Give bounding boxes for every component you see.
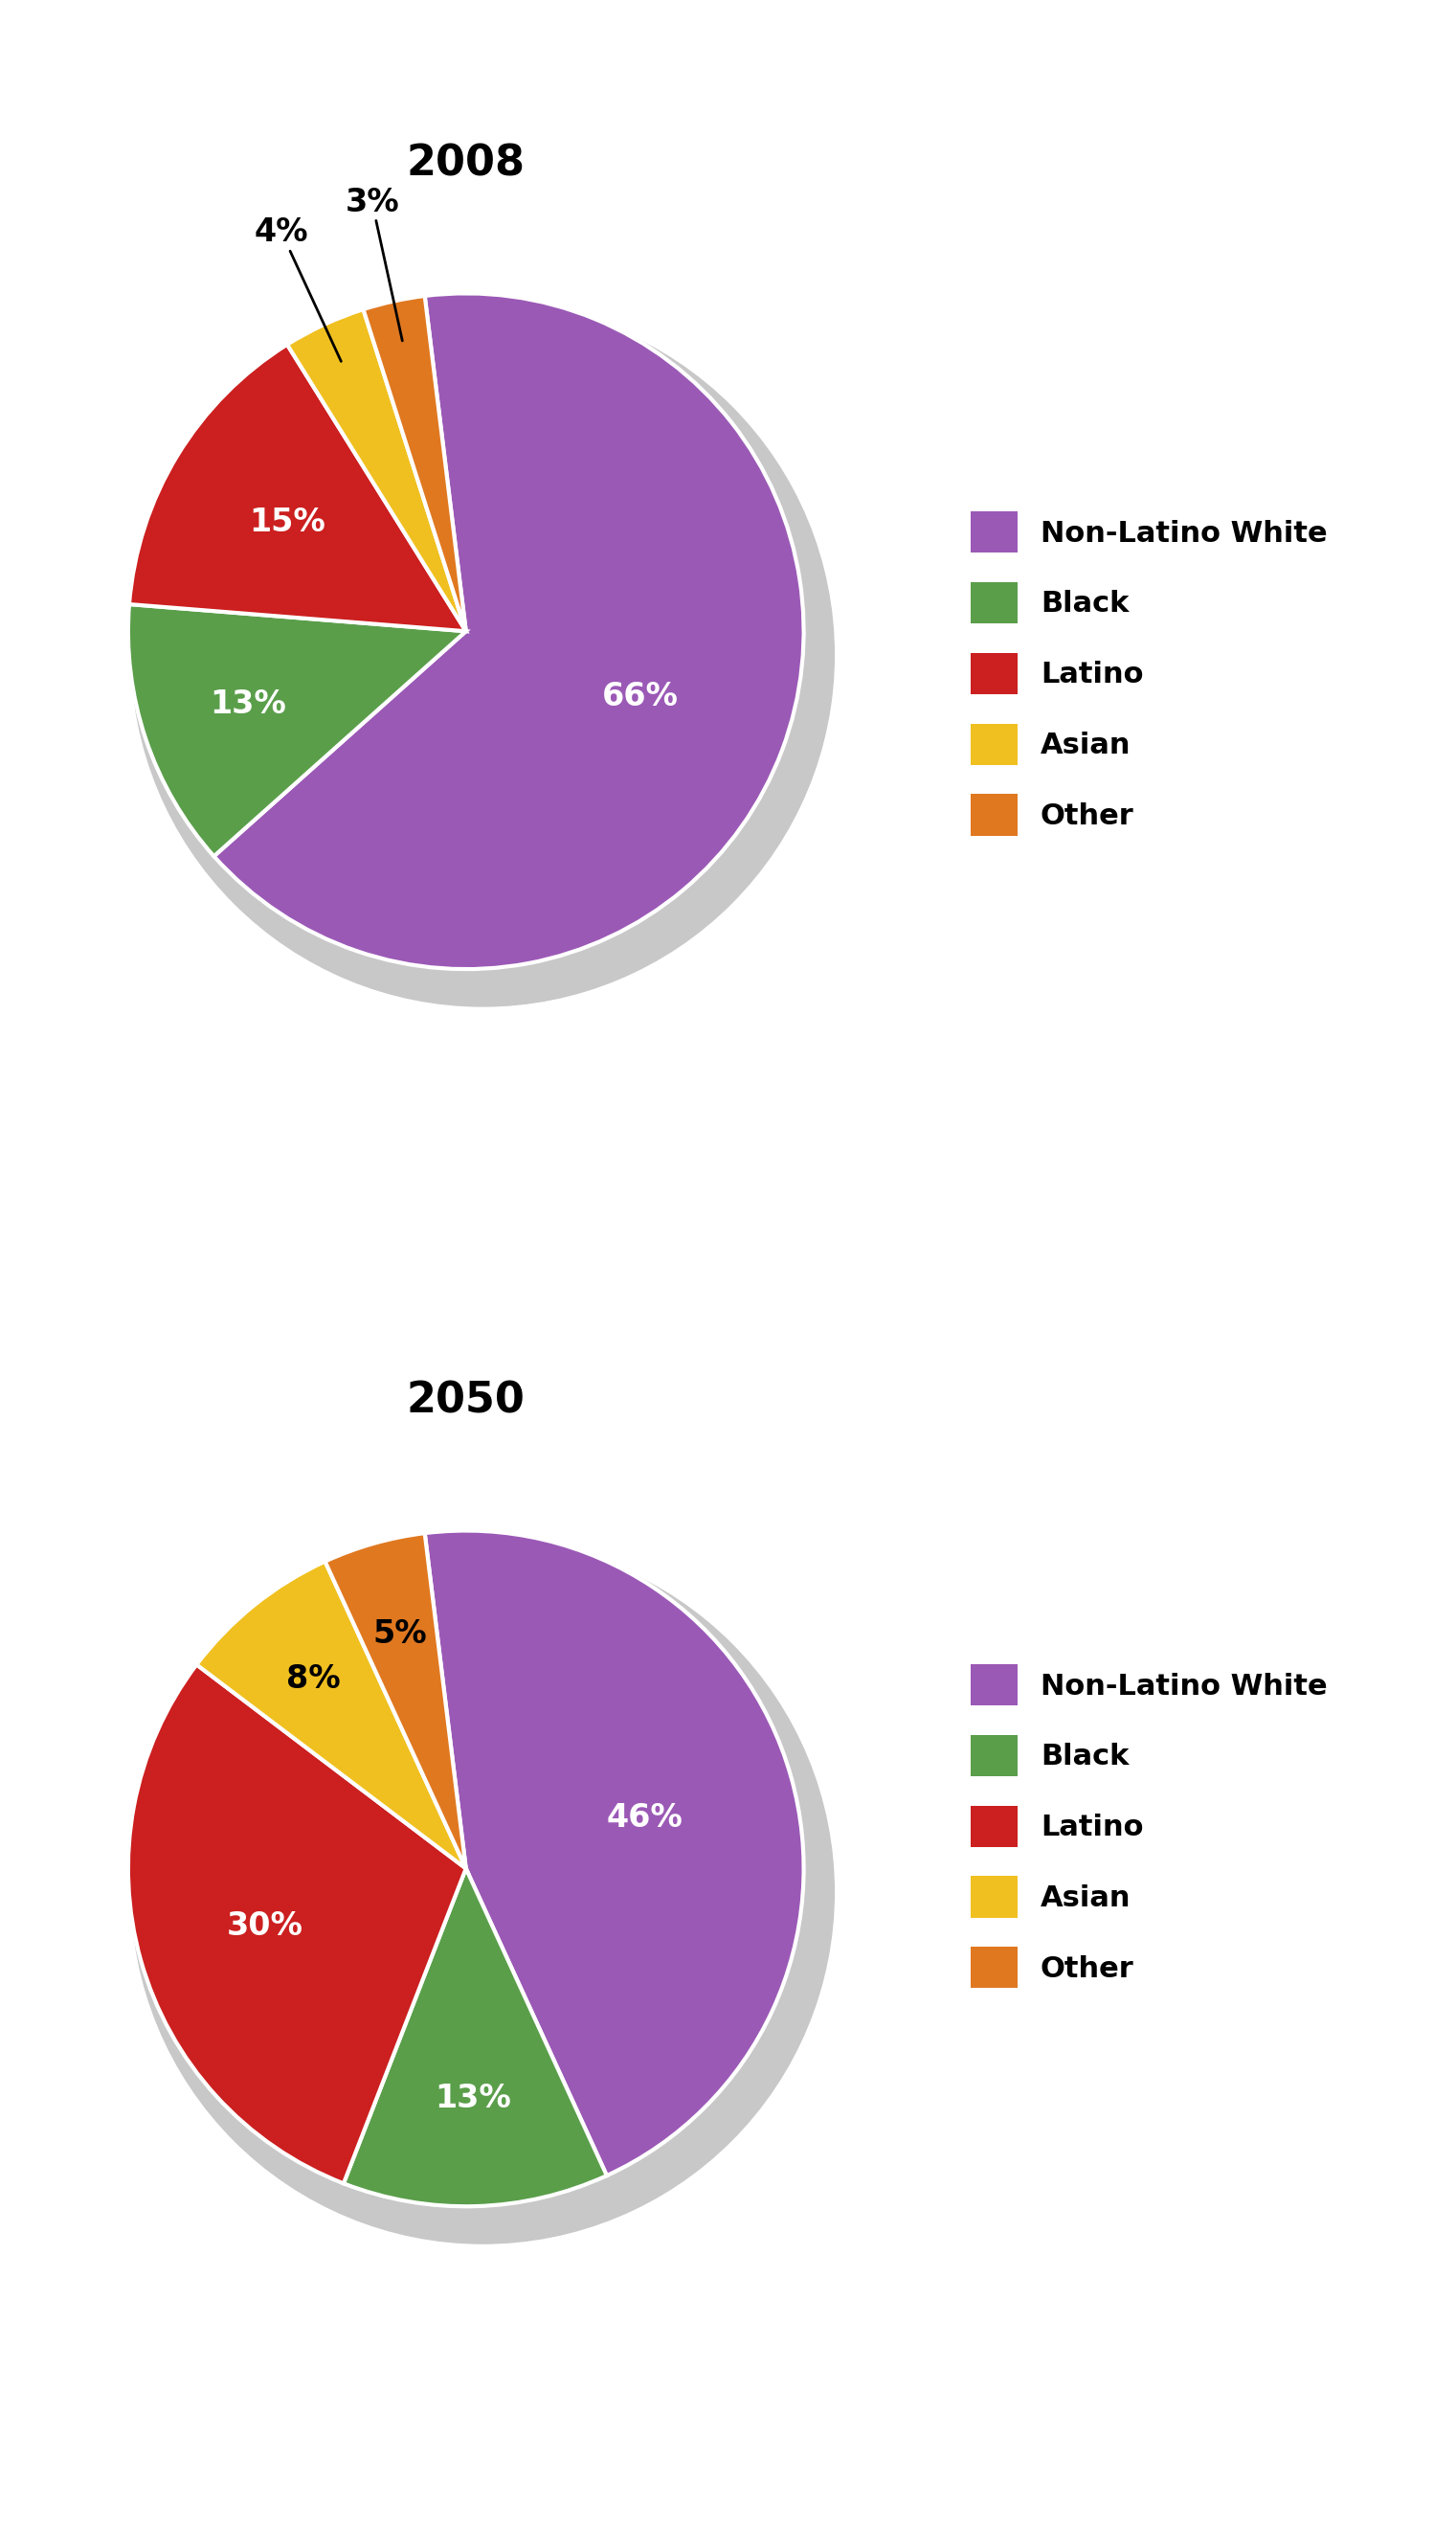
Text: 5%: 5% — [373, 1619, 427, 1651]
Text: 3%: 3% — [345, 187, 402, 341]
Title: 2050: 2050 — [406, 1381, 526, 1422]
Legend: Non-Latino White, Black, Latino, Asian, Other: Non-Latino White, Black, Latino, Asian, … — [970, 513, 1328, 836]
Wedge shape — [128, 1664, 466, 2184]
Legend: Non-Latino White, Black, Latino, Asian, Other: Non-Latino White, Black, Latino, Asian, … — [970, 1664, 1328, 1987]
Title: 2008: 2008 — [406, 144, 526, 184]
Text: 15%: 15% — [249, 508, 325, 538]
Text: 66%: 66% — [601, 682, 678, 712]
Wedge shape — [363, 295, 466, 631]
Wedge shape — [214, 293, 804, 970]
Text: 8%: 8% — [287, 1664, 341, 1694]
Text: 30%: 30% — [226, 1909, 303, 1942]
Wedge shape — [130, 343, 466, 631]
Circle shape — [131, 1540, 834, 2245]
Wedge shape — [344, 1868, 607, 2207]
Text: 13%: 13% — [434, 2083, 511, 2113]
Wedge shape — [287, 311, 466, 631]
Text: 13%: 13% — [210, 689, 287, 720]
Circle shape — [131, 303, 834, 1007]
Wedge shape — [128, 603, 466, 856]
Wedge shape — [197, 1560, 466, 1868]
Text: 4%: 4% — [255, 217, 341, 361]
Text: 46%: 46% — [607, 1803, 683, 1833]
Wedge shape — [425, 1530, 804, 2177]
Wedge shape — [325, 1533, 466, 1868]
